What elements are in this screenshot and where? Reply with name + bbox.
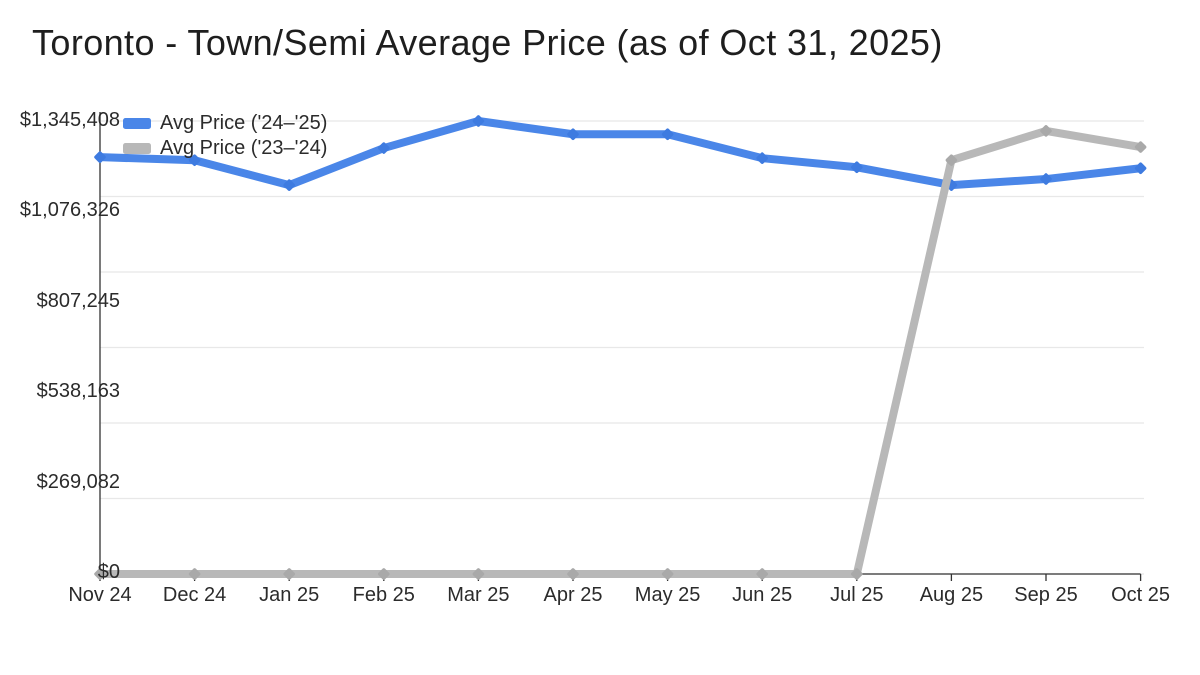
data-point-marker-24-25 (756, 152, 768, 164)
data-point-marker-24-25 (378, 142, 390, 154)
y-tick-label: $807,245 (36, 289, 120, 312)
legend-swatch-24-25-icon (123, 118, 151, 129)
data-point-marker-24-25 (567, 128, 579, 141)
data-point-marker-24-25 (851, 161, 863, 174)
x-tick-label: Jan 25 (259, 584, 320, 606)
x-tick-label: Oct 25 (1111, 584, 1171, 606)
data-point-marker-24-25 (1040, 173, 1052, 185)
data-point-marker-23-24 (1134, 141, 1147, 153)
legend-item-avg-price-23-24[interactable]: Avg Price ('23–'24) (123, 136, 327, 161)
data-point-marker-23-24 (94, 568, 106, 580)
data-point-marker-24-25 (1134, 162, 1147, 175)
legend-label-23-24: Avg Price ('23–'24) (160, 137, 328, 159)
data-point-marker-23-24 (567, 568, 579, 580)
y-tick-label: $269,082 (36, 470, 120, 493)
legend: Avg Price ('24–'25) Avg Price ('23–'24) (123, 111, 327, 161)
y-tick-label: $538,163 (36, 380, 120, 403)
data-point-marker-23-24 (472, 568, 485, 580)
legend-swatch-23-24-icon (123, 143, 151, 154)
x-tick-label: Jun 25 (732, 584, 793, 606)
data-point-marker-23-24 (1040, 125, 1052, 137)
x-tick-label: Nov 24 (68, 584, 132, 606)
data-point-marker-23-24 (283, 568, 295, 580)
x-tick-label: Mar 25 (447, 584, 510, 606)
x-tick-label: Feb 25 (352, 584, 415, 606)
data-point-marker-23-24 (756, 568, 768, 580)
data-point-marker-23-24 (851, 568, 863, 580)
y-tick-label: $0 (97, 561, 120, 583)
data-point-marker-23-24 (945, 154, 958, 166)
legend-item-avg-price-24-25[interactable]: Avg Price ('24–'25) (123, 111, 327, 136)
chart-title: Toronto - Town/Semi Average Price (as of… (32, 22, 943, 63)
y-tick-label: $1,076,326 (19, 199, 120, 222)
x-tick-label: Sep 25 (1014, 584, 1078, 606)
data-point-marker-23-24 (188, 568, 201, 580)
data-point-marker-24-25 (472, 115, 485, 127)
legend-label-24-25: Avg Price ('24–'25) (160, 112, 328, 134)
data-point-marker-23-24 (661, 568, 674, 580)
series-line-23-24 (96, 126, 1145, 578)
data-point-marker-24-25 (94, 151, 106, 163)
x-tick-label: Dec 24 (162, 584, 227, 606)
y-tick-label: $1,345,408 (19, 109, 120, 131)
x-tick-label: May 25 (634, 584, 701, 606)
x-tick-label: Aug 25 (919, 584, 984, 606)
data-point-marker-24-25 (283, 179, 295, 191)
x-tick-label: Apr 25 (543, 584, 603, 606)
data-point-marker-23-24 (378, 568, 390, 580)
data-point-marker-24-25 (188, 154, 201, 166)
series-line-24-25 (96, 117, 1145, 190)
x-tick-label: Jul 25 (830, 584, 884, 606)
data-point-marker-24-25 (661, 128, 674, 141)
